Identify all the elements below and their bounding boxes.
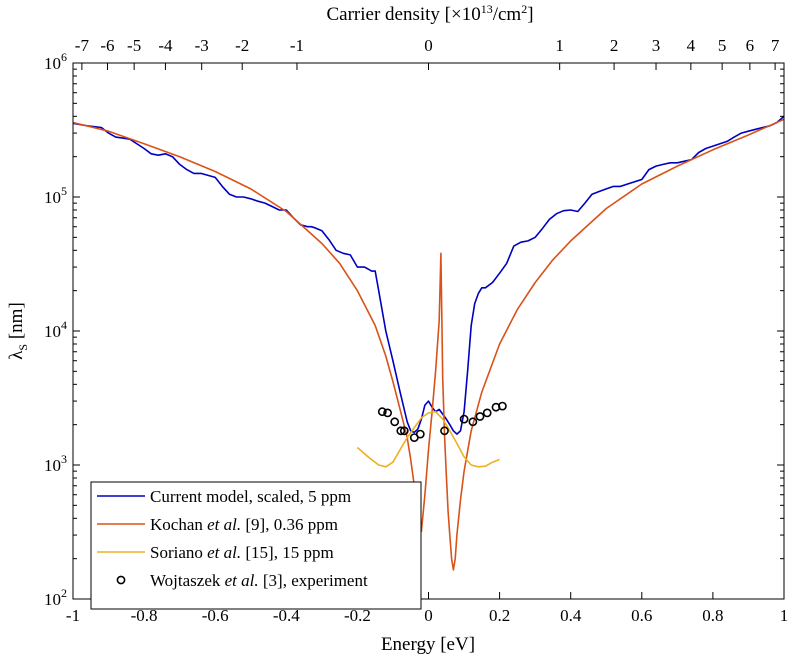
data-point bbox=[377, 407, 387, 417]
y-tick-label: 103 bbox=[44, 452, 67, 475]
top-tick-label: -1 bbox=[290, 36, 304, 55]
top-tick-label: -2 bbox=[235, 36, 249, 55]
x-tick-label: -0.4 bbox=[273, 606, 300, 625]
data-point bbox=[468, 417, 478, 427]
top-tick-label: 1 bbox=[555, 36, 564, 55]
x-tick-label: -0.2 bbox=[344, 606, 371, 625]
top-tick-label: -5 bbox=[127, 36, 141, 55]
x-tick-label: -0.6 bbox=[202, 606, 229, 625]
top-tick-label: 3 bbox=[652, 36, 661, 55]
x-tick-label: 0.4 bbox=[560, 606, 582, 625]
x-tick-label: 0 bbox=[424, 606, 433, 625]
legend-marker bbox=[116, 575, 126, 585]
top-axis-title: Carrier density [×1013/cm2] bbox=[326, 2, 533, 25]
x-tick-label: 0.8 bbox=[702, 606, 723, 625]
top-tick-label: 7 bbox=[771, 36, 780, 55]
data-point bbox=[459, 414, 469, 424]
series-line-1 bbox=[73, 115, 784, 435]
top-tick-label: -4 bbox=[158, 36, 173, 55]
legend-box bbox=[90, 481, 422, 610]
series-line-2 bbox=[73, 118, 784, 571]
top-tick-label: -7 bbox=[75, 36, 90, 55]
top-tick-label: -6 bbox=[100, 36, 114, 55]
top-tick-label: 6 bbox=[746, 36, 755, 55]
legend: Current model, scaled, 5 ppm Kochan et al… bbox=[90, 481, 422, 610]
legend-label: Soriano et al. [15], 15 ppm bbox=[150, 543, 334, 562]
x-tick-label: -0.8 bbox=[131, 606, 158, 625]
top-tick-label: 5 bbox=[718, 36, 727, 55]
axis-layer: -1 -0.8 -0.6 -0.4 -0.2 0 0.2 0.4 0.6 0.8 1 -7 -6 -5 -4… bbox=[44, 36, 788, 625]
x-tick-label: 0.6 bbox=[631, 606, 652, 625]
data-point bbox=[497, 401, 507, 411]
data-layer bbox=[73, 115, 784, 571]
legend-label: Current model, scaled, 5 ppm bbox=[150, 487, 351, 506]
top-tick-label: 2 bbox=[610, 36, 619, 55]
data-point bbox=[482, 408, 492, 418]
y-tick-label: 104 bbox=[44, 318, 67, 341]
data-point bbox=[440, 426, 449, 436]
data-point bbox=[396, 426, 406, 436]
data-point bbox=[399, 426, 409, 436]
y-tick-label: 106 bbox=[44, 50, 67, 73]
x-tick-label: 1 bbox=[780, 606, 789, 625]
data-point bbox=[415, 429, 425, 439]
top-tick-label: 0 bbox=[424, 36, 433, 55]
top-tick-label: 4 bbox=[687, 36, 696, 55]
top-tick-label: -3 bbox=[195, 36, 209, 55]
y-tick-label: 102 bbox=[44, 586, 67, 609]
x-tick-label: 0.2 bbox=[489, 606, 510, 625]
legend-label: Kochan et al. [9], 0.36 ppm bbox=[150, 515, 338, 534]
data-point bbox=[383, 408, 392, 418]
legend-label: Wojtaszek et al. [3], experiment bbox=[150, 571, 368, 590]
data-point bbox=[475, 412, 485, 421]
y-axis-label: λS [nm] bbox=[6, 302, 30, 360]
series-line-3 bbox=[356, 410, 500, 468]
x-axis-label: Energy [eV] bbox=[381, 634, 475, 655]
x-tick-label: -1 bbox=[66, 606, 80, 625]
data-point bbox=[390, 417, 400, 427]
y-tick-label: 105 bbox=[44, 184, 67, 207]
